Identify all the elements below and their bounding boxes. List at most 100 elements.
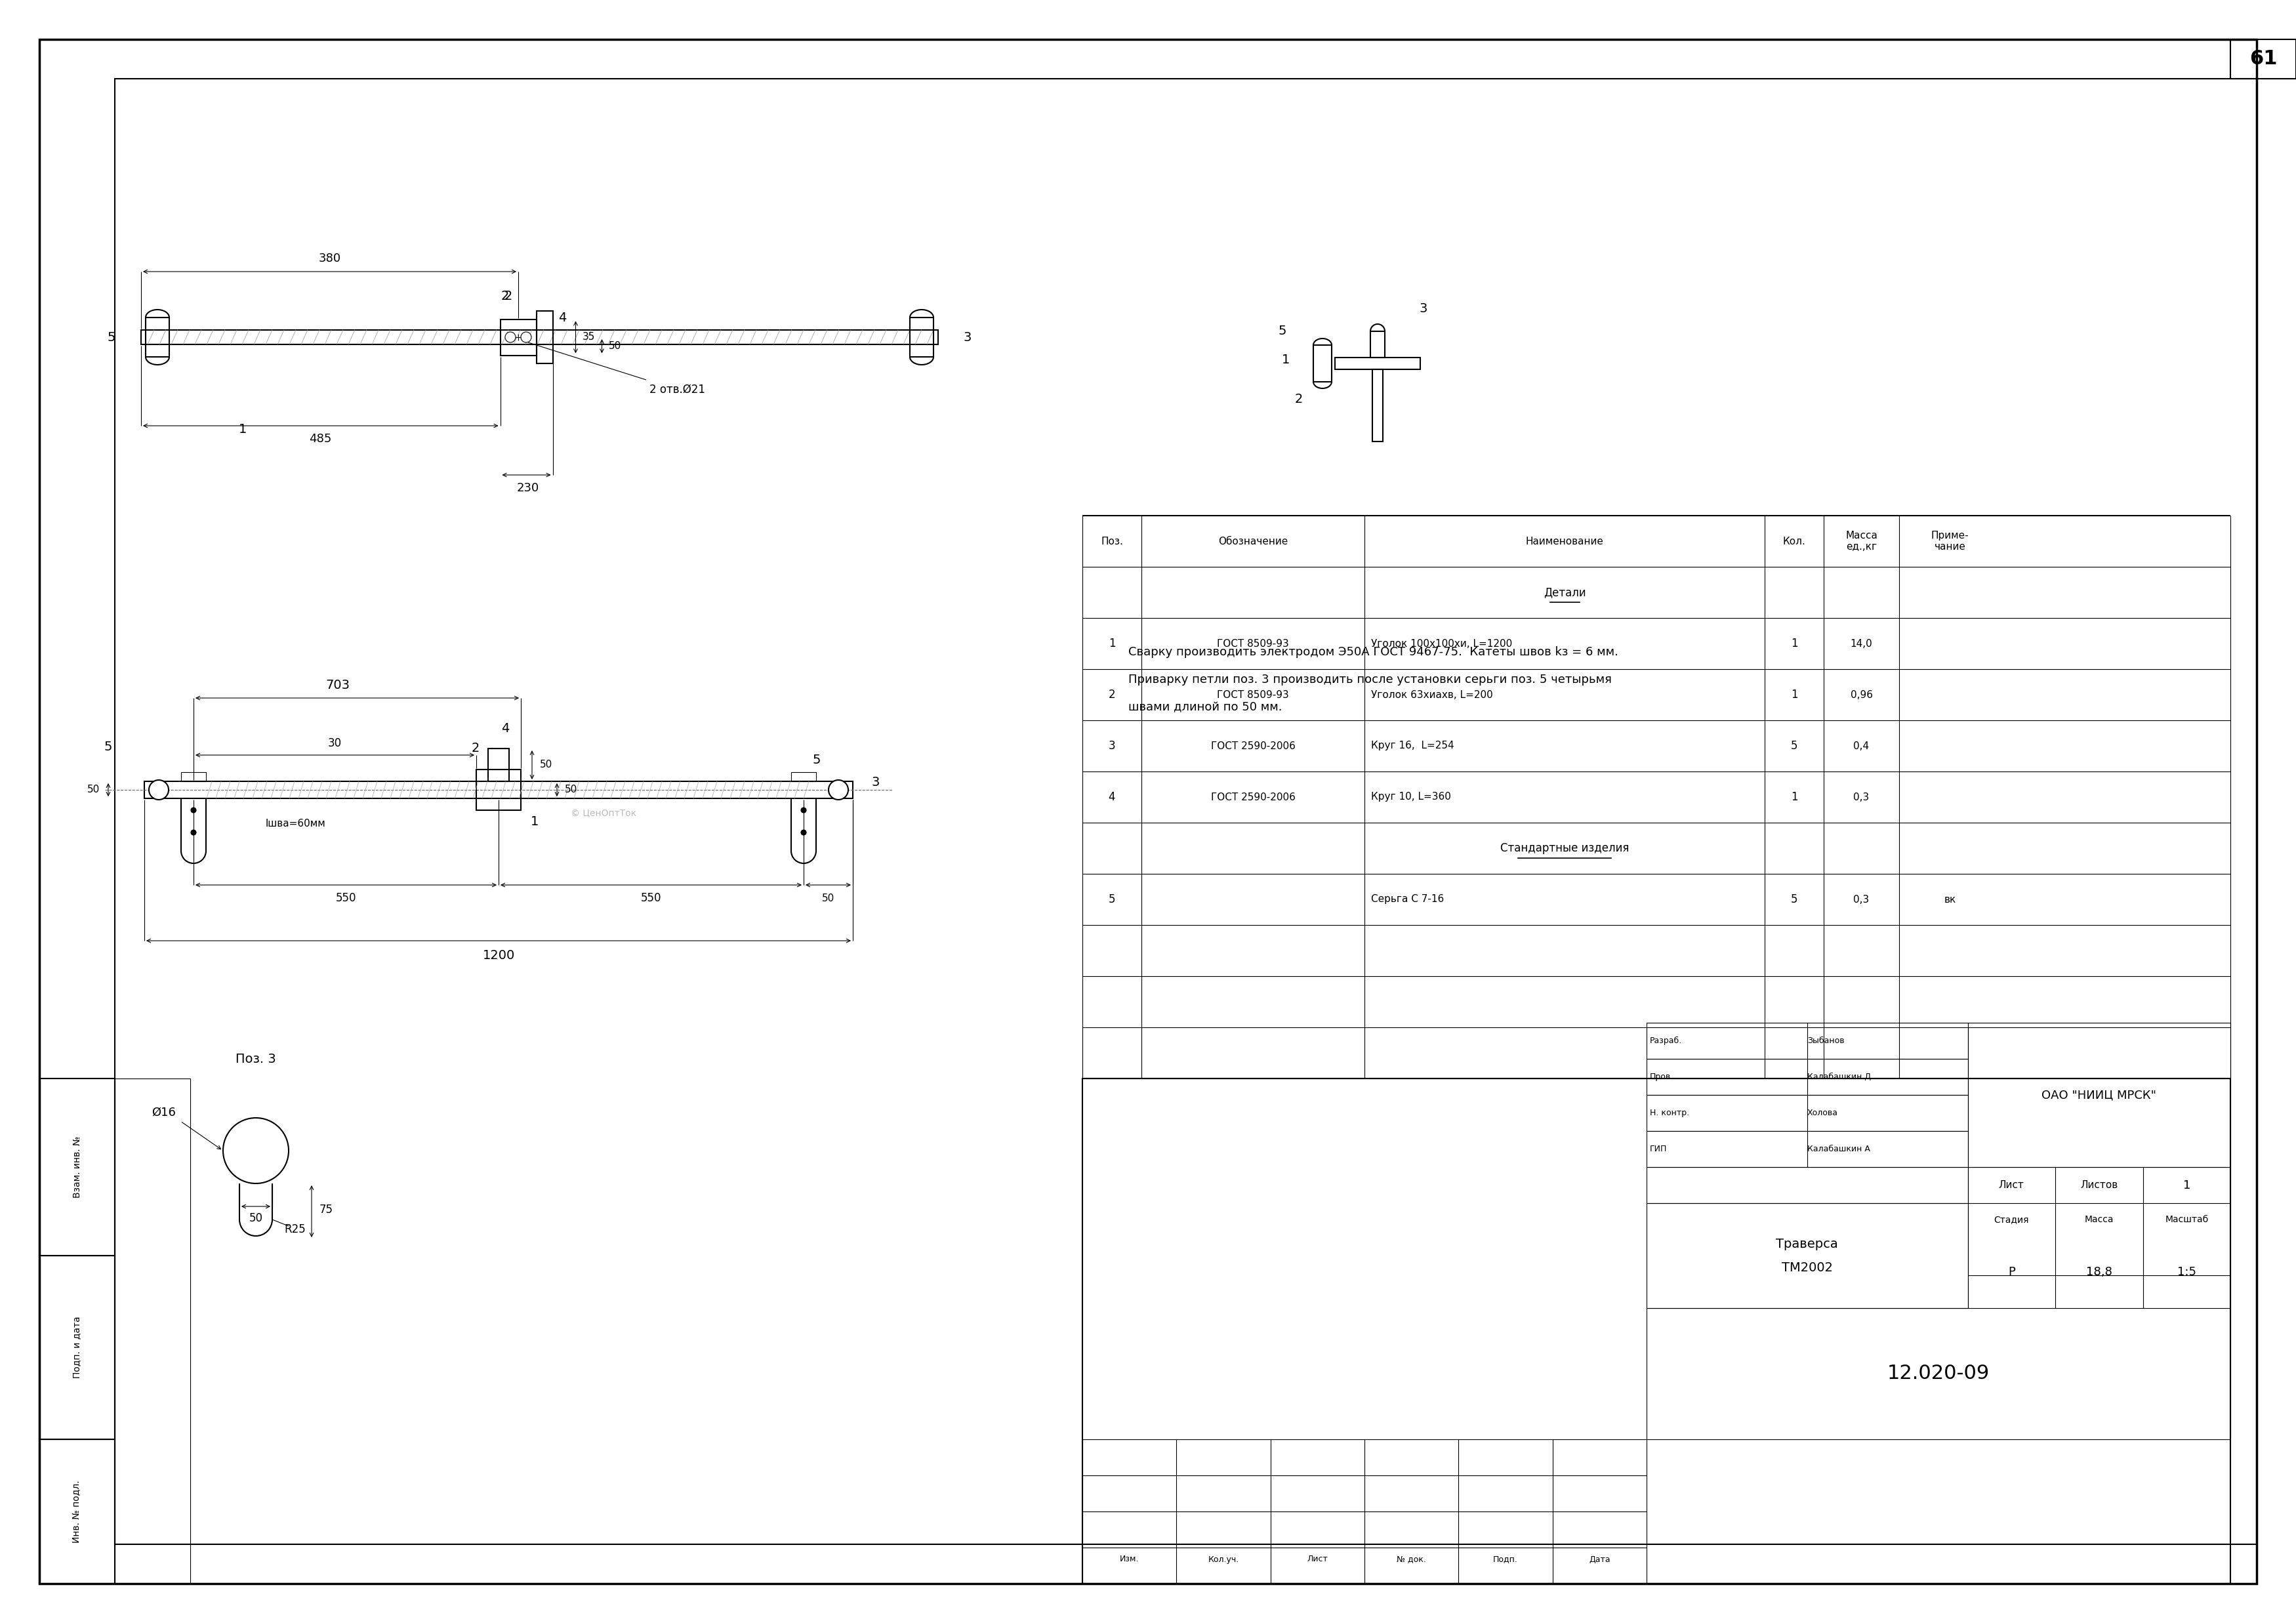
Text: Масса: Масса <box>2085 1216 2115 1224</box>
Bar <box>39 1256 115 1440</box>
Text: 1: 1 <box>1281 354 1290 367</box>
Circle shape <box>505 333 517 342</box>
Text: lшва=60мм: lшва=60мм <box>266 818 326 828</box>
Bar <box>1646 1058 1968 1096</box>
Text: ГОСТ 2590-2006: ГОСТ 2590-2006 <box>1210 792 1295 802</box>
Text: 5: 5 <box>813 755 822 766</box>
Circle shape <box>829 781 847 800</box>
Bar <box>145 781 852 799</box>
Text: 4: 4 <box>1109 790 1116 803</box>
Text: Холова: Холова <box>1807 1109 1839 1117</box>
Bar <box>2229 39 2296 80</box>
Text: Кол.уч.: Кол.уч. <box>1208 1555 1240 1563</box>
Text: Кол.: Кол. <box>1782 536 1805 545</box>
Text: Разраб.: Разраб. <box>1651 1037 1683 1045</box>
Text: 14,0: 14,0 <box>1851 638 1874 649</box>
Text: 5: 5 <box>103 742 113 753</box>
Text: № док.: № док. <box>1396 1555 1426 1563</box>
Text: Стадия: Стадия <box>1993 1216 2030 1224</box>
Text: Стандартные изделия: Стандартные изделия <box>1499 842 1628 854</box>
Text: Масса
ед.,кг: Масса ед.,кг <box>1846 531 1878 552</box>
Text: 3: 3 <box>964 331 971 344</box>
Text: 703: 703 <box>326 678 349 691</box>
Bar <box>1646 1203 1968 1308</box>
Text: 5: 5 <box>1791 740 1798 751</box>
Text: 3: 3 <box>1419 302 1428 315</box>
Bar <box>1646 1167 1968 1203</box>
Text: 2: 2 <box>501 291 510 302</box>
Text: Поз.: Поз. <box>1100 536 1123 545</box>
Text: 230: 230 <box>517 482 540 493</box>
Text: 2: 2 <box>505 291 512 302</box>
Text: ОАО "НИИЦ МРСК": ОАО "НИИЦ МРСК" <box>2041 1089 2156 1100</box>
Bar <box>140 329 939 344</box>
Text: 50: 50 <box>87 786 101 795</box>
Text: Приме-
чание: Приме- чание <box>1931 531 1970 552</box>
Text: 0,3: 0,3 <box>1853 792 1869 802</box>
Text: Круг 16,  L=254: Круг 16, L=254 <box>1371 742 1453 751</box>
Bar <box>1334 357 1421 370</box>
Bar <box>1081 1079 2229 1584</box>
Text: 0,96: 0,96 <box>1851 690 1874 700</box>
Text: Калабашкин А: Калабашкин А <box>1807 1144 1869 1154</box>
Text: 18,8: 18,8 <box>2087 1266 2112 1277</box>
Text: Взам. инв. №: Взам. инв. № <box>73 1136 83 1198</box>
Text: Подп.: Подп. <box>1492 1555 1518 1563</box>
Bar <box>537 312 553 364</box>
Bar <box>1646 1131 1968 1167</box>
Text: Лист: Лист <box>1306 1555 1327 1563</box>
Text: Детали: Детали <box>1543 586 1587 599</box>
Text: 1: 1 <box>1791 790 1798 803</box>
Text: © ЦенОптТок: © ЦенОптТок <box>572 808 636 818</box>
Text: 30: 30 <box>328 737 342 750</box>
Text: 1: 1 <box>2183 1180 2190 1191</box>
Text: Пров.: Пров. <box>1651 1073 1674 1081</box>
Circle shape <box>801 829 806 836</box>
Text: 1:5: 1:5 <box>2177 1266 2195 1277</box>
Text: 0,4: 0,4 <box>1853 742 1869 751</box>
Text: Инв. № подл.: Инв. № подл. <box>73 1480 83 1543</box>
Text: Обозначение: Обозначение <box>1219 536 1288 545</box>
Bar <box>1371 331 1384 357</box>
Text: 12.020-09: 12.020-09 <box>1887 1365 1991 1383</box>
Bar <box>489 748 510 781</box>
Text: Дата: Дата <box>1589 1555 1609 1563</box>
Text: Уголок 63хиахв, L=200: Уголок 63хиахв, L=200 <box>1371 690 1492 700</box>
Text: Круг 10, L=360: Круг 10, L=360 <box>1371 792 1451 802</box>
Text: 1: 1 <box>1791 688 1798 701</box>
Circle shape <box>149 781 168 800</box>
Text: 50: 50 <box>248 1212 262 1224</box>
Text: Серьга С 7-16: Серьга С 7-16 <box>1371 894 1444 904</box>
Text: Подп. и дата: Подп. и дата <box>73 1316 83 1378</box>
Text: 2: 2 <box>1109 688 1116 701</box>
Text: Изм.: Изм. <box>1120 1555 1139 1563</box>
Text: 1: 1 <box>530 815 540 828</box>
Text: Приварку петли поз. 3 производить после установки серьги поз. 5 четырьмя: Приварку петли поз. 3 производить после … <box>1127 674 1612 685</box>
Bar <box>1313 346 1332 381</box>
Circle shape <box>191 829 195 836</box>
Circle shape <box>191 808 195 813</box>
Text: 61: 61 <box>2250 50 2278 68</box>
Text: Листов: Листов <box>2080 1180 2117 1190</box>
Text: 3: 3 <box>872 776 879 789</box>
Text: ГОСТ 2590-2006: ГОСТ 2590-2006 <box>1210 742 1295 751</box>
Text: 4: 4 <box>558 312 567 323</box>
Text: 50: 50 <box>822 893 833 902</box>
Text: 5: 5 <box>1109 894 1116 906</box>
Text: 50: 50 <box>565 786 579 795</box>
Text: 4: 4 <box>501 722 510 735</box>
Text: ГОСТ 8509-93: ГОСТ 8509-93 <box>1217 690 1288 700</box>
Text: Сварку производить электродом Э50А ГОСТ 9467-75.  Катеты швов kз = 6 мм.: Сварку производить электродом Э50А ГОСТ … <box>1127 646 1619 657</box>
Bar <box>1646 1308 2229 1440</box>
Bar <box>501 320 537 355</box>
Text: ТМ2002: ТМ2002 <box>1782 1261 1832 1274</box>
Text: 1200: 1200 <box>482 949 514 961</box>
Text: 50: 50 <box>540 760 553 769</box>
Bar <box>792 773 815 781</box>
Text: 75: 75 <box>319 1204 333 1216</box>
Text: 1: 1 <box>1791 638 1798 649</box>
Text: 5: 5 <box>1791 894 1798 906</box>
Text: Масштаб: Масштаб <box>2165 1216 2209 1224</box>
Text: Зыбанов: Зыбанов <box>1807 1037 1844 1045</box>
Text: Ø16: Ø16 <box>152 1107 177 1118</box>
